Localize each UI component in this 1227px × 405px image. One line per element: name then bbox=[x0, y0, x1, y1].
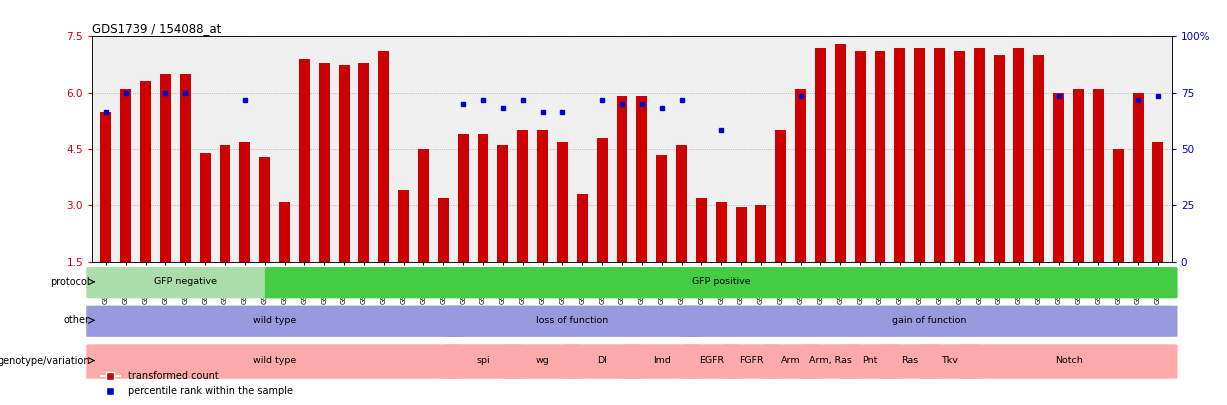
Bar bbox=[1152, 141, 1163, 262]
Bar bbox=[1133, 93, 1144, 262]
Text: Arm: Arm bbox=[780, 356, 800, 365]
Bar bbox=[239, 141, 250, 262]
Bar bbox=[875, 51, 886, 262]
Bar bbox=[775, 130, 787, 262]
Bar bbox=[696, 198, 707, 262]
Bar bbox=[756, 205, 767, 262]
Bar bbox=[914, 48, 925, 262]
Bar bbox=[1033, 55, 1044, 262]
Bar bbox=[200, 153, 211, 262]
Bar bbox=[299, 59, 310, 262]
Text: wild type: wild type bbox=[253, 356, 296, 365]
Bar bbox=[537, 130, 548, 262]
Bar bbox=[339, 64, 350, 262]
Bar bbox=[358, 63, 369, 262]
Bar bbox=[934, 48, 945, 262]
Bar bbox=[497, 145, 508, 262]
Text: lmd: lmd bbox=[653, 356, 671, 365]
FancyBboxPatch shape bbox=[86, 344, 463, 379]
Bar bbox=[736, 207, 746, 262]
Bar bbox=[458, 134, 469, 262]
FancyBboxPatch shape bbox=[721, 344, 780, 379]
FancyBboxPatch shape bbox=[86, 267, 285, 298]
Bar bbox=[974, 48, 985, 262]
Bar bbox=[180, 74, 190, 262]
FancyBboxPatch shape bbox=[880, 344, 940, 379]
Bar bbox=[715, 202, 726, 262]
Text: GFP negative: GFP negative bbox=[153, 277, 217, 286]
FancyBboxPatch shape bbox=[682, 306, 1178, 337]
Bar bbox=[1074, 89, 1083, 262]
Bar bbox=[557, 141, 568, 262]
FancyBboxPatch shape bbox=[960, 344, 1178, 379]
Bar bbox=[676, 145, 687, 262]
Bar bbox=[855, 51, 865, 262]
Bar bbox=[795, 89, 806, 262]
FancyBboxPatch shape bbox=[801, 344, 860, 379]
FancyBboxPatch shape bbox=[563, 344, 642, 379]
FancyBboxPatch shape bbox=[761, 344, 821, 379]
Bar bbox=[399, 190, 409, 262]
Bar bbox=[160, 74, 171, 262]
Text: loss of function: loss of function bbox=[536, 316, 609, 325]
Bar bbox=[616, 96, 627, 262]
Bar bbox=[1093, 89, 1104, 262]
Bar bbox=[596, 138, 607, 262]
Bar bbox=[815, 48, 826, 262]
Legend: transformed count, percentile rank within the sample: transformed count, percentile rank withi… bbox=[97, 367, 297, 400]
Bar bbox=[637, 96, 648, 262]
Bar bbox=[120, 89, 131, 262]
Bar bbox=[279, 202, 290, 262]
Text: FGFR: FGFR bbox=[739, 356, 763, 365]
Bar bbox=[418, 149, 429, 262]
Text: wild type: wild type bbox=[253, 316, 296, 325]
FancyBboxPatch shape bbox=[682, 344, 741, 379]
FancyBboxPatch shape bbox=[622, 344, 701, 379]
Bar bbox=[834, 44, 845, 262]
Bar bbox=[1053, 93, 1064, 262]
Bar bbox=[656, 155, 667, 262]
Text: Notch: Notch bbox=[1055, 356, 1082, 365]
Bar bbox=[1014, 48, 1025, 262]
Bar bbox=[438, 198, 449, 262]
FancyBboxPatch shape bbox=[443, 306, 701, 337]
Text: Pnt: Pnt bbox=[863, 356, 877, 365]
Text: Tkv: Tkv bbox=[941, 356, 958, 365]
Bar bbox=[101, 111, 112, 262]
Text: wg: wg bbox=[536, 356, 550, 365]
FancyBboxPatch shape bbox=[920, 344, 979, 379]
Bar bbox=[577, 194, 588, 262]
Bar bbox=[1113, 149, 1124, 262]
Text: genotype/variation: genotype/variation bbox=[0, 356, 90, 366]
Text: protocol: protocol bbox=[50, 277, 90, 287]
Text: Ras: Ras bbox=[901, 356, 918, 365]
Bar bbox=[518, 130, 528, 262]
FancyBboxPatch shape bbox=[503, 344, 582, 379]
FancyBboxPatch shape bbox=[265, 267, 1178, 298]
FancyBboxPatch shape bbox=[443, 344, 523, 379]
Text: gain of function: gain of function bbox=[892, 316, 967, 325]
Text: other: other bbox=[64, 315, 90, 325]
Bar bbox=[953, 51, 964, 262]
Bar bbox=[319, 63, 330, 262]
Text: EGFR: EGFR bbox=[698, 356, 724, 365]
Text: spi: spi bbox=[476, 356, 490, 365]
Bar bbox=[378, 51, 389, 262]
FancyBboxPatch shape bbox=[86, 306, 463, 337]
Bar bbox=[259, 157, 270, 262]
Bar bbox=[140, 81, 151, 262]
FancyBboxPatch shape bbox=[840, 344, 899, 379]
Text: Arm, Ras: Arm, Ras bbox=[809, 356, 852, 365]
Bar bbox=[894, 48, 906, 262]
Text: Dl: Dl bbox=[598, 356, 607, 365]
Text: GFP positive: GFP positive bbox=[692, 277, 751, 286]
Text: GDS1739 / 154088_at: GDS1739 / 154088_at bbox=[92, 22, 221, 35]
Bar bbox=[220, 145, 231, 262]
Bar bbox=[994, 55, 1005, 262]
Bar bbox=[477, 134, 488, 262]
